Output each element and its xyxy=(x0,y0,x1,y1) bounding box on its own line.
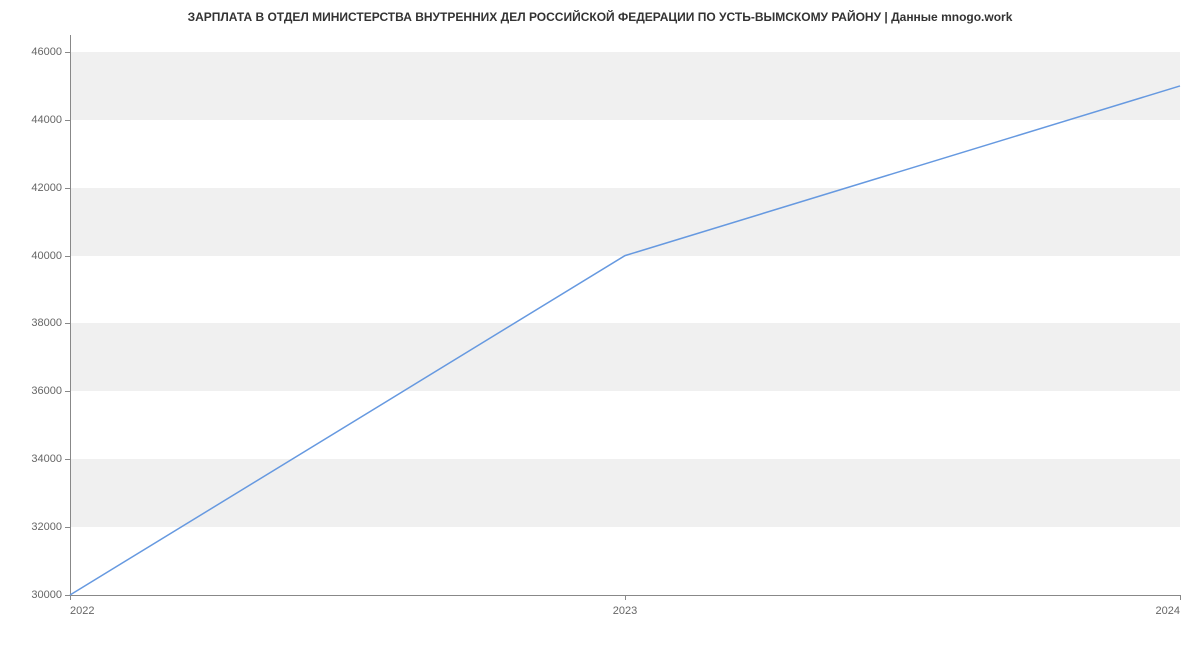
x-tick-label: 2022 xyxy=(70,605,94,617)
x-tick-label: 2024 xyxy=(1156,605,1180,617)
y-tick-label: 40000 xyxy=(2,250,62,262)
y-tick-label: 44000 xyxy=(2,114,62,126)
y-tick-label: 46000 xyxy=(2,46,62,58)
x-tick-mark xyxy=(1180,595,1181,600)
x-tick-mark xyxy=(625,595,626,600)
data-line xyxy=(70,35,1180,595)
plot-area xyxy=(70,35,1180,595)
x-tick-label: 2023 xyxy=(613,605,637,617)
y-tick-label: 42000 xyxy=(2,182,62,194)
x-tick-mark xyxy=(70,595,71,600)
y-tick-label: 36000 xyxy=(2,385,62,397)
chart-title: ЗАРПЛАТА В ОТДЕЛ МИНИСТЕРСТВА ВНУТРЕННИХ… xyxy=(0,10,1200,24)
y-tick-label: 34000 xyxy=(2,453,62,465)
y-tick-label: 38000 xyxy=(2,317,62,329)
y-tick-label: 30000 xyxy=(2,589,62,601)
y-tick-label: 32000 xyxy=(2,521,62,533)
chart-container: ЗАРПЛАТА В ОТДЕЛ МИНИСТЕРСТВА ВНУТРЕННИХ… xyxy=(0,0,1200,650)
